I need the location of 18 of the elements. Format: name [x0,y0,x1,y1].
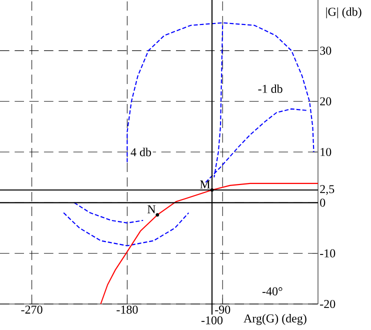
x-axis-title: Arg(G) (deg) [244,314,306,325]
ref-line-label: -100 [201,316,223,324]
y-tick-label: 10 [320,148,332,156]
annotation: M [200,180,210,188]
annotation: -1 db [258,84,282,93]
ref-line-label: 2,5 [320,185,334,195]
annotation: 4 db [130,148,152,156]
x-tick-label: -180 [116,306,138,314]
y-tick-label: -10 [320,249,336,258]
x-tick-label: -270 [21,306,42,314]
y-axis-title: |G| (db) [326,7,362,18]
y-tick-label: 30 [320,46,332,55]
y-tick-label: 0 [320,198,326,207]
annotation: -40° [262,287,282,296]
y-tick-label: -20 [320,300,336,308]
annotation: N [148,205,156,214]
y-tick-label: 20 [320,97,332,106]
x-tick-label: -90 [215,306,230,314]
